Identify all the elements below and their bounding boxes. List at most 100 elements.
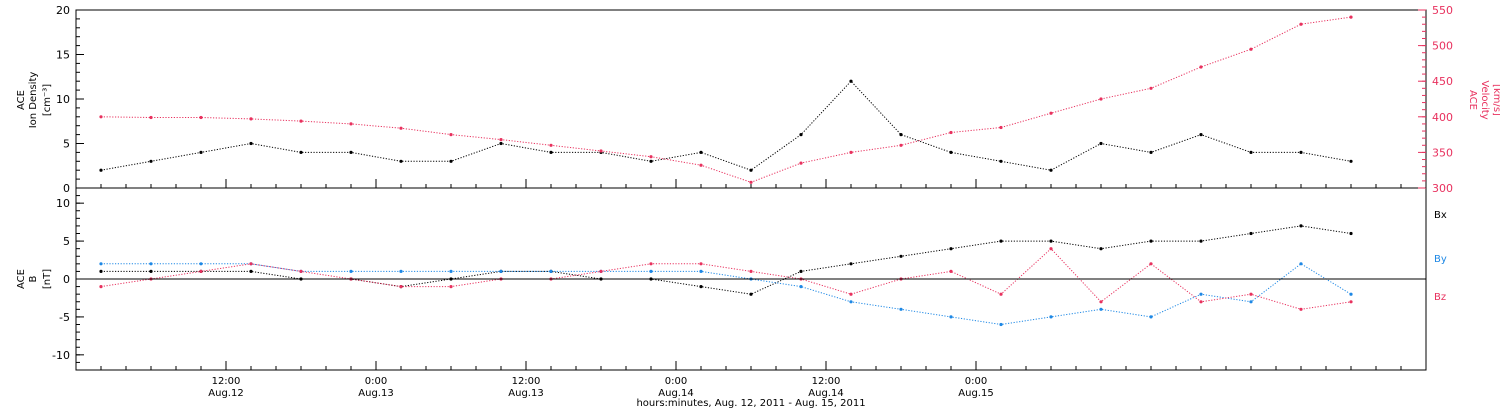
data-point (699, 150, 703, 154)
bottom-ytick-label: 0 (63, 273, 70, 286)
data-point (949, 269, 953, 273)
bottom-ylabel-line-1: ACE (16, 269, 27, 289)
data-point (899, 143, 903, 147)
x-axis-label: hours:minutes, Aug. 12, 2011 - Aug. 15, … (636, 398, 865, 409)
data-point (99, 168, 103, 172)
data-point (649, 159, 653, 163)
bottom-ytick-label: -5 (59, 311, 70, 324)
data-point (799, 285, 803, 289)
top-ytick-right-label: 500 (1432, 40, 1453, 53)
data-point (399, 269, 403, 273)
data-point (499, 269, 503, 273)
top-ytick-right-label: 400 (1432, 111, 1453, 124)
data-point (499, 141, 503, 146)
data-point (1049, 315, 1053, 319)
bottom-ylabel-line-2: B (28, 275, 39, 282)
top-ytick-label: 5 (63, 138, 70, 151)
data-point (649, 155, 653, 159)
series-line-bz (100, 247, 1352, 310)
series-line-bx (101, 225, 1352, 295)
data-point (549, 269, 553, 273)
data-point (549, 150, 553, 154)
data-point (199, 262, 203, 266)
data-point (449, 269, 453, 273)
data-point (649, 269, 653, 273)
x-tick-date: Aug.14 (658, 388, 693, 399)
top-ylabel-right-line-2: Velocity (1479, 80, 1490, 119)
bottom-panel-ticks: -10 -5 0 5 10 (52, 187, 84, 371)
top-ylabel-line-2: Ion Density (28, 72, 39, 129)
data-point (999, 292, 1003, 296)
data-point (1149, 239, 1153, 243)
data-point (899, 254, 903, 258)
bottom-ytick-label: -10 (52, 349, 70, 362)
x-tick-time: 0:00 (965, 376, 987, 387)
data-point (99, 115, 103, 119)
data-point (399, 159, 403, 163)
data-point (1199, 292, 1203, 296)
data-point (1049, 168, 1053, 172)
data-point (1149, 315, 1153, 319)
data-point (1349, 292, 1353, 296)
data-point (1049, 111, 1053, 115)
data-point (749, 269, 753, 273)
data-point (1299, 224, 1303, 228)
data-point (849, 262, 853, 266)
data-point (1199, 300, 1203, 304)
data-point (1249, 231, 1253, 236)
data-point (1249, 292, 1253, 296)
data-point (1149, 150, 1153, 154)
data-point (99, 269, 103, 273)
data-point (849, 292, 853, 296)
data-point (799, 161, 803, 165)
data-point (1349, 15, 1353, 19)
data-point (149, 115, 153, 120)
legend-bz: Bz (1434, 292, 1446, 303)
data-point (449, 159, 453, 163)
legend-by: By (1434, 254, 1447, 265)
data-point (1299, 150, 1303, 154)
bottom-panel-series (99, 224, 1353, 327)
data-point (899, 133, 903, 137)
top-ytick-label: 0 (63, 182, 70, 195)
data-point (99, 262, 103, 266)
bottom-ylabel-unit: [nT] (42, 269, 53, 289)
top-panel-ticks: 0 5 10 15 20 300 350 400 450 500 550 (56, 4, 1453, 195)
top-ytick-label: 10 (56, 93, 70, 106)
data-point (299, 150, 303, 154)
x-axis-ticks: 12:00Aug.120:00Aug.1312:00Aug.130:00Aug.… (75, 179, 1427, 399)
data-point (1349, 159, 1353, 163)
data-point (599, 149, 603, 153)
data-point (1199, 65, 1203, 69)
data-point (999, 125, 1003, 130)
x-tick-date: Aug.12 (208, 388, 243, 399)
data-point (1149, 262, 1153, 266)
data-point (199, 269, 203, 273)
data-point (999, 159, 1003, 163)
data-point (199, 115, 203, 120)
data-point (149, 269, 153, 273)
data-point (1099, 307, 1103, 311)
data-point (1099, 247, 1103, 251)
data-point (349, 122, 353, 126)
data-point (1299, 307, 1303, 311)
data-point (449, 133, 453, 137)
data-point (549, 143, 553, 147)
top-ytick-label: 20 (56, 4, 70, 17)
data-point (1349, 231, 1353, 236)
data-point (1199, 133, 1203, 137)
data-point (949, 315, 953, 319)
data-point (749, 180, 753, 184)
data-point (699, 269, 703, 273)
top-ylabel-unit: [cm⁻³] (42, 84, 53, 116)
top-ylabel-right-line-1: ACE (1467, 90, 1478, 110)
top-ylabel-line-1: ACE (16, 90, 27, 110)
x-tick-date: Aug.13 (358, 388, 393, 399)
x-tick-time: 0:00 (665, 376, 687, 387)
data-point (399, 126, 403, 130)
bottom-ytick-label: 10 (56, 197, 70, 210)
data-point (849, 150, 853, 154)
data-point (249, 269, 253, 273)
top-ytick-right-label: 550 (1432, 4, 1453, 17)
data-point (999, 239, 1003, 243)
